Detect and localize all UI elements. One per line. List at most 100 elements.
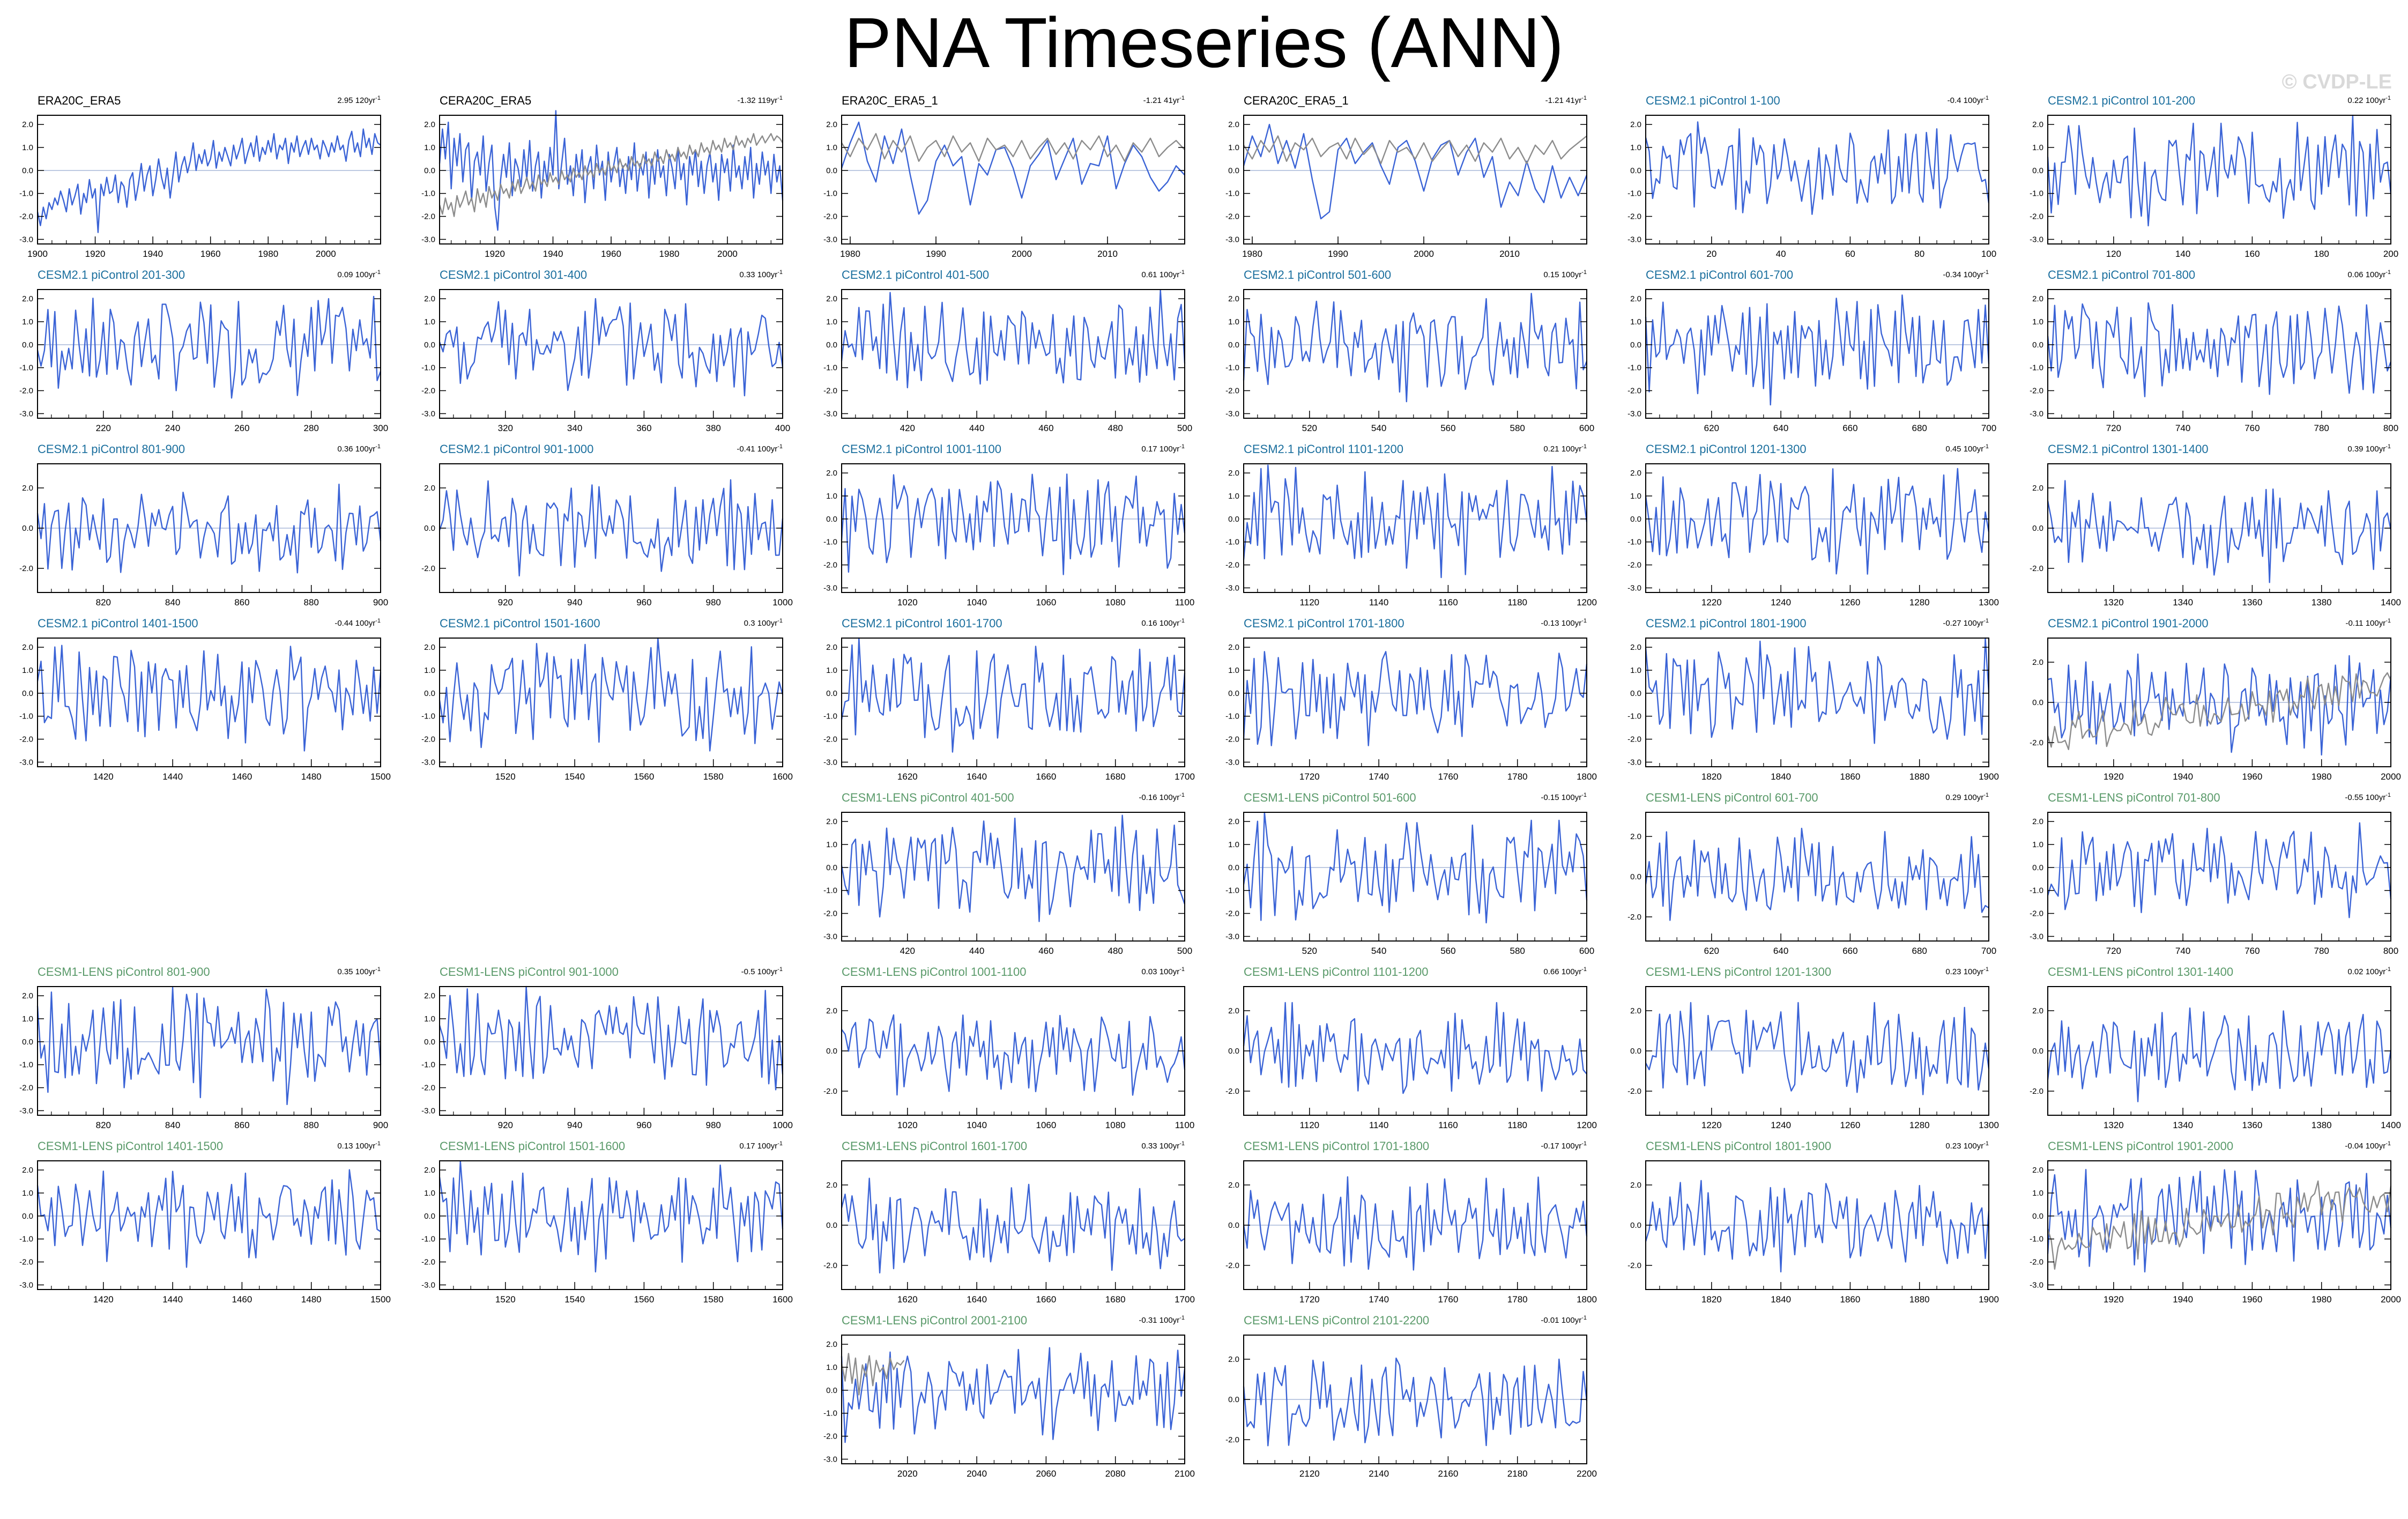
y-tick-label: -2.0 xyxy=(823,561,837,570)
panel-plot: 1420 1440 1460 1480 1500 -3.0 -2.0 -1.0 0.0 1.0 2.… xyxy=(19,1160,391,1305)
plot-frame xyxy=(841,812,1185,942)
trend-value: 0.36 100yr xyxy=(337,444,376,454)
x-tick-label: 1440 xyxy=(162,772,183,782)
x-tick-label: 940 xyxy=(567,1120,582,1130)
x-tick-label: 1080 xyxy=(1105,1120,1126,1130)
y-tick-label: -3.0 xyxy=(421,1106,435,1115)
panel-title: CESM1-LENS piControl 401-500 xyxy=(842,791,1014,804)
timeseries-panel: CESM2.1 piControl 1501-1600 0.3 100yr-1 15… xyxy=(421,617,793,786)
panel-title: CESM2.1 piControl 201-300 xyxy=(38,268,185,281)
trend-exponent: -1 xyxy=(1179,618,1185,624)
panel-title: CESM2.1 piControl 401-500 xyxy=(842,268,990,281)
y-tick-label: -3.0 xyxy=(1225,583,1239,592)
panel-trend: -0.27 100yr-1 xyxy=(1943,618,1989,628)
y-tick-label: -3.0 xyxy=(1627,409,1641,418)
series-line xyxy=(439,479,784,577)
trend-value: 0.61 100yr xyxy=(1141,270,1180,279)
x-tick-label: 1260 xyxy=(1840,1120,1861,1130)
panel-plot: 320 340 360 380 400 -3.0 -2.0 -1.0 0.0 1.0 2.0 xyxy=(421,289,790,433)
y-tick-label: -1.0 xyxy=(823,712,837,721)
trend-exponent: -1 xyxy=(1983,269,1989,276)
y-tick-label: -2.0 xyxy=(823,212,837,221)
x-tick-label: 160 xyxy=(2245,249,2260,259)
series-line xyxy=(36,128,381,233)
plot-frame xyxy=(439,986,783,1116)
trend-exponent: -1 xyxy=(1983,792,1989,798)
x-tick-label: 260 xyxy=(234,423,249,433)
x-tick-label: 1920 xyxy=(2104,772,2124,782)
x-tick-label: 1040 xyxy=(967,597,987,607)
x-tick-label: 1720 xyxy=(1299,772,1320,782)
panel-trend: 0.66 100yr-1 xyxy=(1543,966,1587,976)
x-tick-label: 2040 xyxy=(967,1469,987,1479)
y-tick-label: -1.0 xyxy=(421,712,435,721)
panel-plot: 820 840 860 880 900 -2.0 0.0 2.0 xyxy=(19,463,388,607)
plot-frame xyxy=(1645,289,1989,419)
y-tick-label: -2.0 xyxy=(421,1084,435,1093)
trend-exponent: -1 xyxy=(1581,1140,1587,1147)
y-tick-label: -2.0 xyxy=(1225,561,1239,570)
x-tick-label: 1500 xyxy=(370,1294,391,1305)
x-tick-label: 2100 xyxy=(1175,1469,1195,1479)
panel-trend: 0.03 100yr-1 xyxy=(1141,966,1185,976)
x-tick-label: 1980 xyxy=(659,249,680,259)
y-tick-label: -2.0 xyxy=(19,1084,33,1093)
x-tick-label: 1700 xyxy=(1175,772,1195,782)
x-tick-label: 1740 xyxy=(1369,772,1389,782)
timeseries-panel: CESM2.1 piControl 1001-1100 0.17 100yr-1 1… xyxy=(823,442,1194,612)
y-tick-label: 1.0 xyxy=(1228,492,1239,501)
x-tick-label: 1160 xyxy=(1438,597,1458,607)
x-tick-label: 2080 xyxy=(1105,1469,1126,1479)
panel-trend: 0.35 100yr-1 xyxy=(337,966,381,976)
panel-title: CESM1-LENS piControl 1901-2000 xyxy=(2048,1139,2234,1153)
panel-trend: -0.04 100yr-1 xyxy=(2345,1140,2391,1151)
y-tick-label: 0.0 xyxy=(1630,1047,1641,1056)
panel-trend: 0.16 100yr-1 xyxy=(1141,618,1185,628)
y-tick-label: -2.0 xyxy=(823,1432,837,1441)
panel-plot: 1980 1990 2000 2010 -3.0 -2.0 -1.0 0.0 1.0 2.0 xyxy=(823,115,1185,259)
secondary-series-line xyxy=(2047,672,2392,751)
panel-trend: -0.13 100yr-1 xyxy=(1541,618,1587,628)
x-tick-label: 1520 xyxy=(495,1294,516,1305)
y-tick-label: 2.0 xyxy=(826,294,837,303)
x-tick-label: 980 xyxy=(706,1120,721,1130)
y-tick-label: -2.0 xyxy=(19,735,33,744)
x-tick-label: 500 xyxy=(1177,946,1192,956)
x-tick-label: 1980 xyxy=(840,249,860,259)
series-line xyxy=(841,1347,1186,1443)
panel-title: CESM2.1 piControl 601-700 xyxy=(1646,268,1794,281)
y-tick-label: 2.0 xyxy=(826,643,837,652)
trend-value: 0.35 100yr xyxy=(337,967,376,976)
x-tick-label: 200 xyxy=(2383,249,2398,259)
x-tick-label: 1540 xyxy=(564,1294,585,1305)
y-tick-label: 2.0 xyxy=(2032,817,2043,826)
panel-title: ERA20C_ERA5_1 xyxy=(842,94,938,107)
timeseries-panel: CESM2.1 piControl 1601-1700 0.16 100yr-1 1… xyxy=(823,617,1195,786)
x-tick-label: 1980 xyxy=(2312,772,2332,782)
plot-frame xyxy=(37,1160,381,1290)
series-line xyxy=(1645,637,1990,744)
panel-trend: 0.33 100yr-1 xyxy=(739,269,783,279)
x-tick-label: 1940 xyxy=(143,249,163,259)
x-tick-label: 1640 xyxy=(967,1294,987,1305)
panel-title: CESM1-LENS piControl 701-800 xyxy=(2048,791,2220,804)
y-tick-label: -2.0 xyxy=(1225,735,1239,744)
secondary-series-line xyxy=(439,133,784,217)
y-tick-label: -1.0 xyxy=(2030,886,2043,895)
x-tick-label: 1100 xyxy=(1175,597,1195,607)
panel-title: CESM2.1 piControl 701-800 xyxy=(2048,268,2196,281)
x-tick-label: 500 xyxy=(1177,423,1192,433)
y-tick-label: -3.0 xyxy=(823,583,837,592)
trend-value: -0.44 100yr xyxy=(335,619,376,628)
y-tick-label: 2.0 xyxy=(826,1340,837,1349)
series-line xyxy=(1645,121,1990,215)
y-tick-label: -2.0 xyxy=(19,212,33,221)
panel-title: CERA20C_ERA5_1 xyxy=(1244,94,1349,107)
x-tick-label: 180 xyxy=(2314,249,2329,259)
x-tick-label: 1960 xyxy=(2242,772,2263,782)
timeseries-panel: CERA20C_ERA5 -1.32 119yr-1 1920 1940 1960 198… xyxy=(421,94,784,263)
timeseries-panel: CESM1-LENS piControl 1801-1900 0.23 100yr… xyxy=(1627,1139,1999,1309)
y-tick-label: -1.0 xyxy=(1627,538,1641,547)
y-tick-label: 2.0 xyxy=(1630,643,1641,652)
x-tick-label: 1420 xyxy=(93,1294,114,1305)
